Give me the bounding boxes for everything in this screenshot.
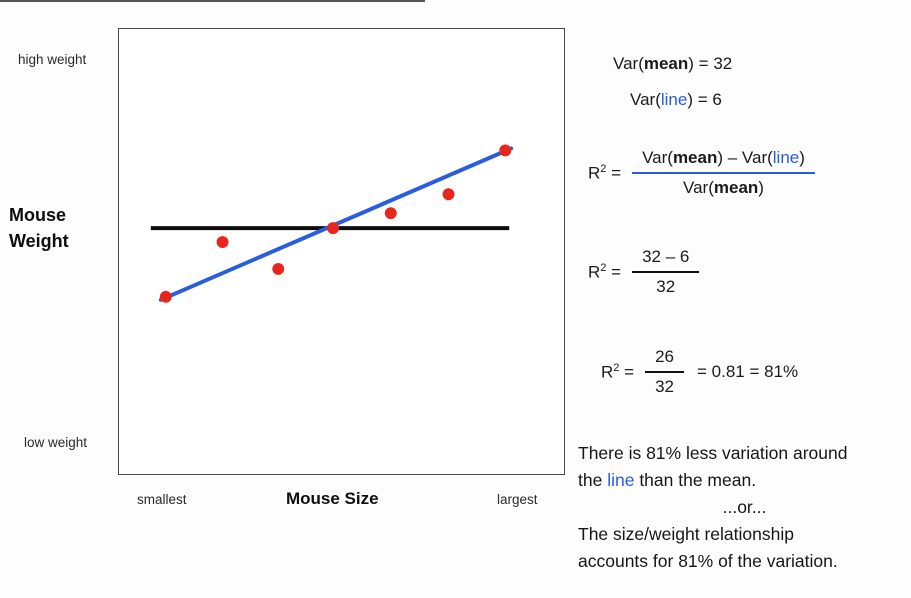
line-word: line [607, 470, 635, 490]
scatter-plot [150, 144, 514, 303]
var-mean-prefix: Var( [613, 54, 644, 73]
var-mean-value: ) = 32 [688, 54, 733, 73]
caption-line-3: The size/weight relationship [578, 524, 794, 544]
x-axis-min-label: smallest [137, 492, 187, 507]
y-axis-title: Mouse Weight [9, 205, 69, 251]
caption-or: ...or... [722, 497, 767, 517]
fraction-denominator: 32 [655, 377, 674, 396]
caption-line-2: the line than the mean. [578, 470, 757, 490]
r2-result-equation: R2 = 26 32 = 0.81 = 81% [601, 347, 798, 397]
var-line-value: ) = 6 [687, 90, 722, 109]
data-point [159, 290, 172, 303]
var-mean-equation: Var(mean) = 32 [613, 54, 732, 74]
var-line-prefix: Var( [630, 90, 661, 109]
x-axis-title: Mouse Size [286, 489, 379, 508]
var-line-word: line [660, 90, 688, 109]
video-edge-artifact [0, 0, 425, 2]
data-point [272, 262, 285, 275]
var-mean-word: mean [643, 54, 689, 73]
y-axis-low-label: low weight [24, 435, 88, 450]
r2-symbol: R2 = [601, 361, 635, 382]
r2-definition-equation: R2 = Var(mean) – Var(line) Var(mean) [588, 148, 815, 198]
data-point [216, 236, 229, 249]
conclusion-text: There is 81% less variation around the l… [578, 440, 911, 575]
data-point [442, 188, 455, 201]
fraction-numerator: 26 [645, 347, 684, 373]
r2-substitution-fraction: 32 – 6 32 [632, 247, 700, 297]
data-point [499, 144, 512, 157]
r2-symbol: R2 = [588, 261, 622, 282]
r2-result-value: = 0.81 = 81% [697, 362, 799, 381]
var-line-equation: Var(line) = 6 [630, 90, 722, 110]
caption-line-4: accounts for 81% of the variation. [578, 551, 838, 571]
fraction-numerator: 32 – 6 [632, 247, 700, 273]
r2-definition-fraction: Var(mean) – Var(line) Var(mean) [632, 148, 815, 198]
data-point [327, 222, 340, 235]
r2-substitution-equation: R2 = 32 – 6 32 [588, 247, 700, 297]
fraction-denominator: Var(mean) [683, 178, 764, 197]
caption-line-1: There is 81% less variation around [578, 443, 848, 463]
r2-symbol: R2 = [588, 162, 622, 183]
y-axis-high-label: high weight [18, 52, 87, 67]
fraction-numerator: Var(mean) – Var(line) [632, 148, 815, 174]
plot-area [118, 28, 565, 475]
x-axis-max-label: largest [497, 492, 538, 507]
data-point [384, 207, 397, 220]
fraction-denominator: 32 [656, 277, 676, 296]
r2-result-fraction: 26 32 [645, 347, 684, 397]
